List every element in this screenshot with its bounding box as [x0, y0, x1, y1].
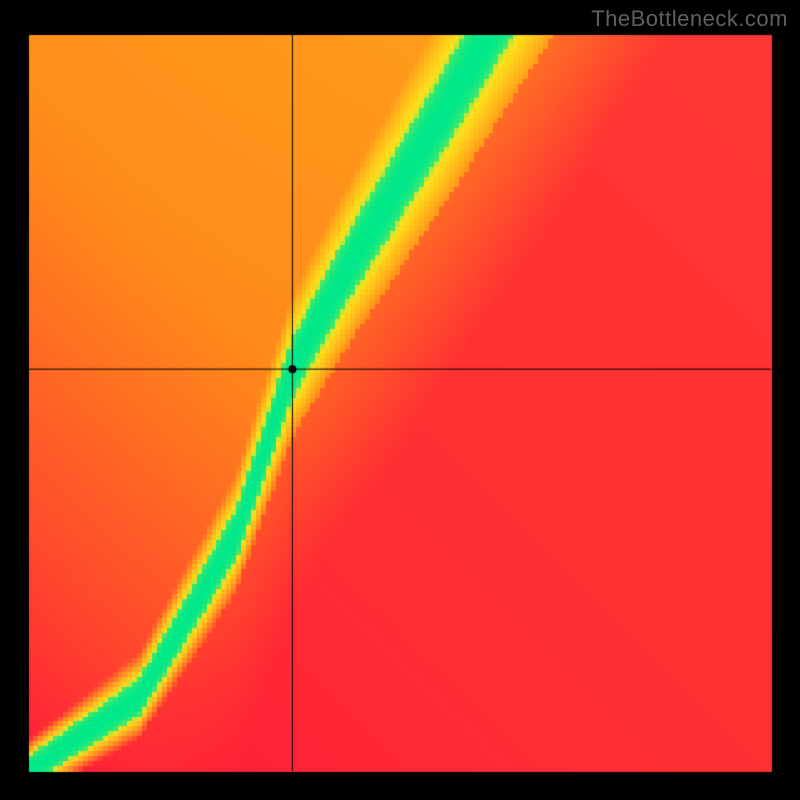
bottleneck-heatmap [0, 0, 800, 800]
chart-container: TheBottleneck.com [0, 0, 800, 800]
attribution-label: TheBottleneck.com [591, 6, 788, 32]
